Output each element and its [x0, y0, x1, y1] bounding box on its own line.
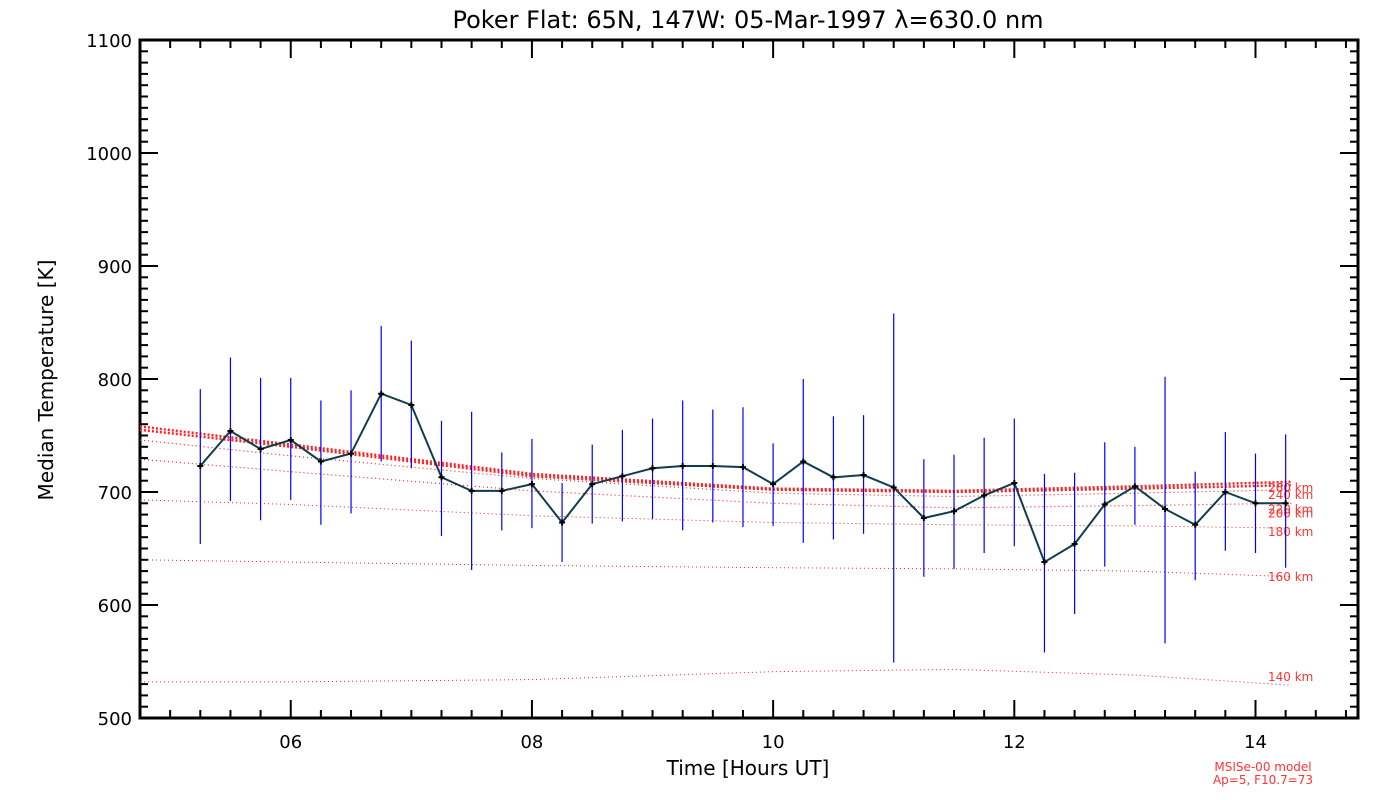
- model-line-label: 220 km: [1268, 503, 1313, 517]
- x-tick-label: 08: [520, 732, 543, 753]
- data-point: [408, 401, 415, 408]
- data-point: [1252, 500, 1259, 507]
- data-point: [438, 474, 445, 481]
- data-point: [197, 463, 204, 470]
- data-point: [1041, 559, 1048, 566]
- axis-ticks: 06 08 10 12 14 500 600 700 800 900 1000 1100: [86, 31, 1358, 753]
- chart-title: Poker Flat: 65N, 147W: 05-Mar-1997 λ=630…: [452, 6, 1043, 34]
- model-line: [139, 499, 1292, 529]
- data-point: [920, 514, 927, 521]
- measured-series: [197, 390, 1289, 566]
- data-point: [1011, 479, 1018, 486]
- plot-frame: [138, 38, 1360, 720]
- data-point: [1162, 505, 1169, 512]
- data-point: [257, 446, 264, 453]
- y-axis-label: Median Temperature [K]: [34, 260, 58, 501]
- data-point: [378, 390, 385, 397]
- data-point: [468, 487, 475, 494]
- data-point: [830, 474, 837, 481]
- data-point: [1192, 521, 1199, 528]
- plot-border: [138, 38, 1360, 720]
- data-point: [1101, 501, 1108, 508]
- data-point: [1071, 540, 1078, 547]
- data-point: [589, 481, 596, 488]
- model-line-label: 160 km: [1268, 570, 1313, 584]
- data-point: [528, 481, 535, 488]
- data-point: [679, 463, 686, 470]
- model-line: [139, 428, 1292, 494]
- model-note-line-1: MSISe-00 model: [1214, 760, 1311, 774]
- model-line-label: 240 km: [1268, 488, 1313, 502]
- data-point: [227, 427, 234, 434]
- model-line-label: 260 km: [1268, 481, 1313, 495]
- x-axis-label: Time [Hours UT]: [666, 756, 830, 780]
- x-tick-label: 06: [279, 732, 302, 753]
- data-point: [739, 464, 746, 471]
- data-point: [1131, 483, 1138, 490]
- y-tick-label: 1000: [86, 144, 132, 165]
- data-point: [287, 437, 294, 444]
- data-point: [709, 463, 716, 470]
- x-tick-label: 10: [762, 732, 785, 753]
- y-tick-label: 600: [98, 596, 132, 617]
- y-tick-label: 500: [98, 709, 132, 730]
- data-point: [951, 508, 958, 515]
- data-point: [981, 492, 988, 499]
- data-point: [348, 450, 355, 457]
- model-line-label: 140 km: [1268, 670, 1313, 684]
- data-point: [317, 458, 324, 465]
- model-line: [139, 425, 1292, 493]
- model-line: [140, 668, 1292, 686]
- model-line-label: 200 km: [1268, 506, 1313, 520]
- model-line-label: 180 km: [1268, 525, 1313, 539]
- y-tick-label: 700: [98, 483, 132, 504]
- y-tick-label: 900: [98, 257, 132, 278]
- data-point: [770, 481, 777, 488]
- data-point: [860, 472, 867, 479]
- x-tick-label: 12: [1003, 732, 1026, 753]
- data-point: [559, 519, 566, 526]
- error-bars: [199, 313, 1287, 663]
- data-point: [1222, 489, 1229, 495]
- data-point: [1282, 500, 1289, 507]
- y-tick-label: 1100: [86, 31, 132, 52]
- data-point: [619, 473, 626, 480]
- y-tick-label: 800: [98, 370, 132, 391]
- data-point: [890, 484, 897, 491]
- data-point: [649, 465, 656, 472]
- data-point: [800, 458, 807, 465]
- model-note-line-2: Ap=5, F10.7=73: [1213, 773, 1313, 787]
- model-line: [139, 559, 1292, 578]
- x-tick-label: 14: [1244, 732, 1267, 753]
- data-point: [498, 487, 505, 494]
